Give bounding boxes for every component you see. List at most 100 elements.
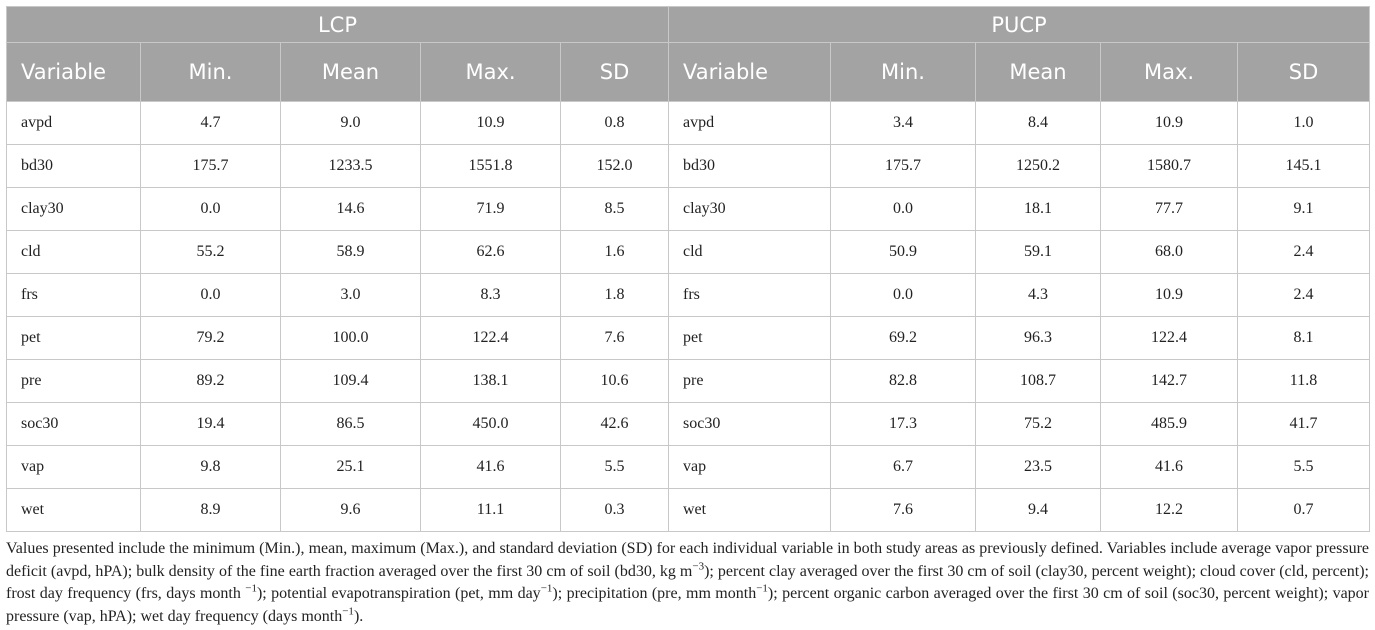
table-cell: 69.2 (830, 316, 976, 360)
table-cell: vap (668, 445, 831, 489)
table-cell: 1.0 (1236, 101, 1371, 145)
caption-superscript: −1 (540, 582, 553, 595)
table-cell: 7.6 (830, 488, 976, 532)
table-cell: 175.7 (830, 144, 976, 188)
table-cell: 11.8 (1236, 359, 1371, 403)
table-cell: soc30 (668, 402, 831, 446)
table-cell: 4.3 (975, 273, 1101, 317)
table-cell: 58.9 (280, 230, 421, 274)
table-cell: 10.9 (1100, 273, 1238, 317)
caption-superscript: −1 (756, 582, 768, 595)
column-header: Min. (140, 42, 281, 102)
column-header: SD (1236, 42, 1371, 102)
table-cell: 41.7 (1236, 402, 1371, 446)
table-cell: 100.0 (280, 316, 421, 360)
table-cell: 14.6 (280, 187, 421, 231)
table-cell: cld (6, 230, 141, 274)
caption-superscript: −1 (342, 605, 354, 618)
caption-text: ); precipitation (pre, mm month (552, 585, 757, 602)
table-cell: 0.3 (560, 488, 669, 532)
table-cell: soc30 (6, 402, 141, 446)
table-cell: 9.6 (280, 488, 421, 532)
table-cell: 0.0 (140, 273, 281, 317)
table-cell: 1250.2 (975, 144, 1101, 188)
column-header: Mean (975, 42, 1101, 102)
table-cell: 96.3 (975, 316, 1101, 360)
table-cell: 42.6 (560, 402, 669, 446)
group-header: PUCP (667, 6, 1371, 43)
table-cell: 0.8 (560, 101, 669, 145)
table-cell: 12.2 (1100, 488, 1238, 532)
table-cell: 55.2 (140, 230, 281, 274)
table-cell: 59.1 (975, 230, 1101, 274)
table-cell: 152.0 (560, 144, 669, 188)
table-cell: 9.8 (140, 445, 281, 489)
table-cell: 1580.7 (1100, 144, 1238, 188)
table-cell: 1.8 (560, 273, 669, 317)
table-cell: 485.9 (1100, 402, 1238, 446)
table-cell: 19.4 (140, 402, 281, 446)
table-cell: 108.7 (975, 359, 1101, 403)
table-row: bd30 175.7 1233.5 1551.8 152.0 bd30 175.7 1250.… (6, 144, 1371, 188)
table-cell: 79.2 (140, 316, 281, 360)
column-header: Max. (1100, 42, 1238, 102)
table-cell: 17.3 (830, 402, 976, 446)
table-cell: 9.4 (975, 488, 1101, 532)
column-header: Min. (830, 42, 976, 102)
table-cell: 109.4 (280, 359, 421, 403)
table-cell: 7.6 (560, 316, 669, 360)
table-cell: bd30 (6, 144, 141, 188)
table-cell: 5.5 (560, 445, 669, 489)
table-cell: pre (668, 359, 831, 403)
group-header: LCP (6, 6, 669, 43)
table-row: cld 55.2 58.9 62.6 1.6 cld 50.9 59.1 68.0 2.4 (6, 230, 1371, 274)
table-cell: 10.6 (560, 359, 669, 403)
table-cell: 71.9 (420, 187, 561, 231)
table-cell: 122.4 (420, 316, 561, 360)
column-header: SD (560, 42, 669, 102)
table-cell: 0.0 (140, 187, 281, 231)
table-cell: 41.6 (420, 445, 561, 489)
table-cell: 142.7 (1100, 359, 1238, 403)
table-cell: 122.4 (1100, 316, 1238, 360)
table-cell: clay30 (6, 187, 141, 231)
table-cell: 9.1 (1236, 187, 1371, 231)
table-wrap: LCP PUCP Variable Min. Mean Max. SD Variable M… (6, 6, 1371, 628)
table-cell: 75.2 (975, 402, 1101, 446)
table-cell: clay30 (668, 187, 831, 231)
table-cell: 10.9 (420, 101, 561, 145)
table-cell: 10.9 (1100, 101, 1238, 145)
table-cell: pet (668, 316, 831, 360)
table-cell: cld (668, 230, 831, 274)
table-row: wet 8.9 9.6 11.1 0.3 wet 7.6 9.4 12.2 0.7 (6, 488, 1371, 532)
table-cell: 8.4 (975, 101, 1101, 145)
table-cell: 6.7 (830, 445, 976, 489)
header-row: Variable Min. Mean Max. SD Variable Min. Mean Ma… (6, 42, 1371, 102)
table-cell: wet (668, 488, 831, 532)
table-cell: 5.5 (1236, 445, 1371, 489)
table-cell: 62.6 (420, 230, 561, 274)
table-body: avpd 4.7 9.0 10.9 0.8 avpd 3.4 8.4 10.9 1.0 bd30 17… (6, 101, 1371, 532)
table-row: avpd 4.7 9.0 10.9 0.8 avpd 3.4 8.4 10.9 1.0 (6, 101, 1371, 145)
table-cell: 8.9 (140, 488, 281, 532)
table-cell: 11.1 (420, 488, 561, 532)
table-row: pre 89.2 109.4 138.1 10.6 pre 82.8 108.7 142.7 11… (6, 359, 1371, 403)
table-cell: 41.6 (1100, 445, 1238, 489)
table-cell: frs (668, 273, 831, 317)
table-cell: 3.0 (280, 273, 421, 317)
table-cell: 18.1 (975, 187, 1101, 231)
column-header: Variable (6, 42, 141, 102)
table-cell: 175.7 (140, 144, 281, 188)
caption-superscript: −3 (692, 560, 705, 573)
table-cell: 89.2 (140, 359, 281, 403)
table-cell: 8.1 (1236, 316, 1371, 360)
table-cell: vap (6, 445, 141, 489)
table-cell: avpd (668, 101, 831, 145)
table-cell: 2.4 (1236, 273, 1371, 317)
table-cell: 145.1 (1236, 144, 1371, 188)
column-header: Mean (280, 42, 421, 102)
table-cell: avpd (6, 101, 141, 145)
table-cell: 1551.8 (420, 144, 561, 188)
table-cell: 25.1 (280, 445, 421, 489)
